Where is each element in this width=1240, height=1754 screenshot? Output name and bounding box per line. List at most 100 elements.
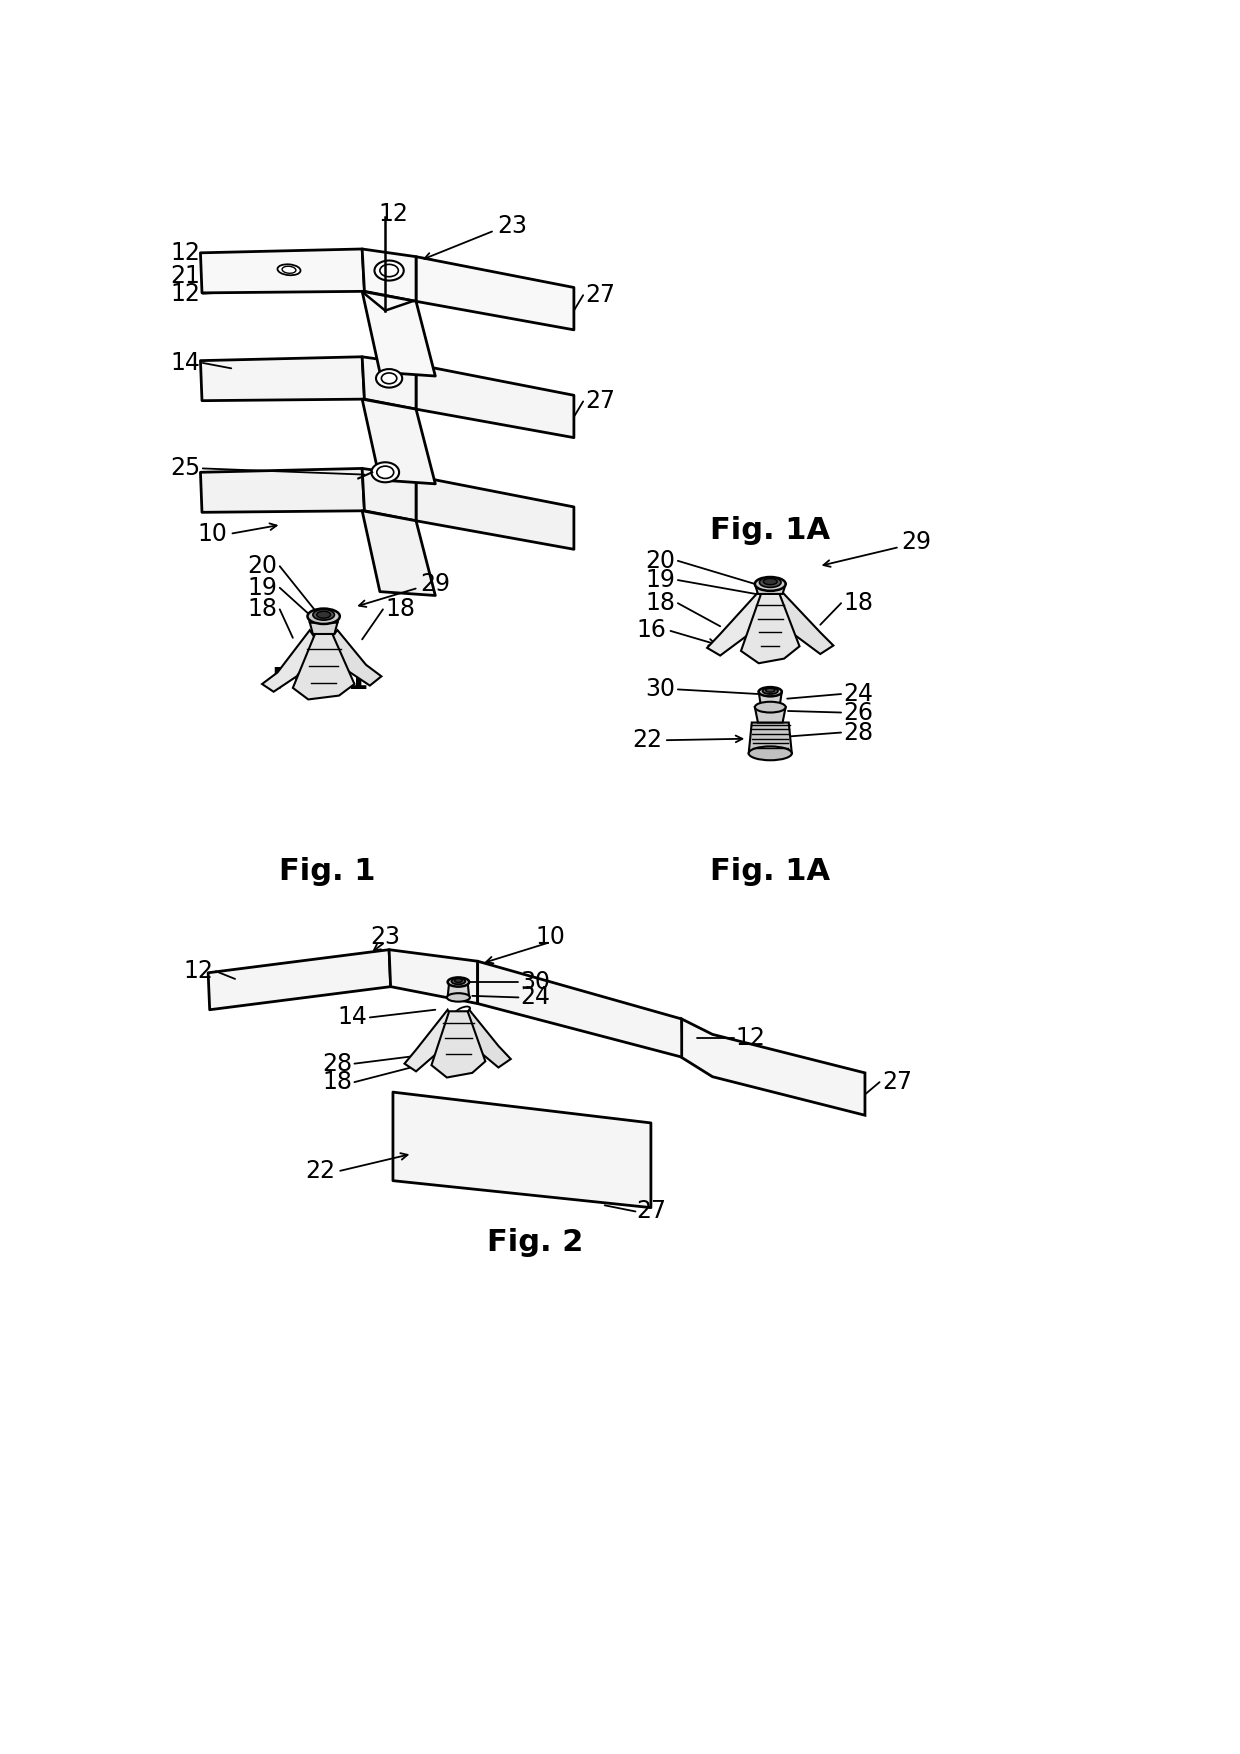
Text: 22: 22 xyxy=(305,1159,335,1184)
Polygon shape xyxy=(417,365,574,438)
Ellipse shape xyxy=(446,993,470,1002)
Polygon shape xyxy=(389,949,477,1003)
Polygon shape xyxy=(362,291,435,375)
Text: 27: 27 xyxy=(585,282,615,307)
Ellipse shape xyxy=(448,977,469,988)
Text: 18: 18 xyxy=(322,1070,352,1094)
Polygon shape xyxy=(262,630,320,691)
Text: 12: 12 xyxy=(735,1026,765,1051)
Text: 10: 10 xyxy=(197,523,227,545)
Text: 21: 21 xyxy=(171,263,201,288)
Ellipse shape xyxy=(759,577,781,588)
Polygon shape xyxy=(417,256,574,330)
Text: 27: 27 xyxy=(636,1200,666,1224)
Text: 26: 26 xyxy=(843,700,873,724)
Text: 18: 18 xyxy=(248,598,278,621)
Text: 20: 20 xyxy=(248,554,278,579)
Text: 18: 18 xyxy=(646,591,676,616)
Ellipse shape xyxy=(451,979,465,984)
Ellipse shape xyxy=(278,265,300,275)
Polygon shape xyxy=(404,1010,455,1072)
Polygon shape xyxy=(201,356,365,400)
Text: 12: 12 xyxy=(184,959,213,984)
Text: Fig. 1: Fig. 1 xyxy=(272,667,368,695)
Text: 18: 18 xyxy=(386,598,415,621)
Polygon shape xyxy=(393,1093,651,1209)
Ellipse shape xyxy=(455,979,463,982)
Polygon shape xyxy=(448,982,469,998)
Ellipse shape xyxy=(379,265,398,277)
Text: 30: 30 xyxy=(646,677,676,702)
Polygon shape xyxy=(742,595,800,663)
Text: 23: 23 xyxy=(497,214,527,239)
Polygon shape xyxy=(417,475,574,549)
Text: 24: 24 xyxy=(520,986,551,1009)
Polygon shape xyxy=(774,591,833,654)
Text: 12: 12 xyxy=(378,202,408,226)
Text: 20: 20 xyxy=(646,549,676,574)
Polygon shape xyxy=(755,584,786,595)
Polygon shape xyxy=(309,616,339,623)
Polygon shape xyxy=(682,1019,866,1116)
Ellipse shape xyxy=(765,688,775,693)
Text: 28: 28 xyxy=(322,1052,352,1075)
Text: Fig. 1A: Fig. 1A xyxy=(711,516,831,544)
Text: 10: 10 xyxy=(536,924,565,949)
Text: Fig. 2: Fig. 2 xyxy=(487,1228,584,1258)
Polygon shape xyxy=(362,468,417,521)
Polygon shape xyxy=(759,691,781,707)
Ellipse shape xyxy=(454,1007,470,1016)
Ellipse shape xyxy=(764,579,777,584)
Polygon shape xyxy=(477,961,683,1058)
Ellipse shape xyxy=(308,609,340,624)
Ellipse shape xyxy=(316,610,331,617)
Text: 16: 16 xyxy=(636,617,666,642)
Polygon shape xyxy=(293,631,355,700)
Ellipse shape xyxy=(281,267,296,274)
Ellipse shape xyxy=(755,577,786,591)
Polygon shape xyxy=(707,591,766,656)
Text: 19: 19 xyxy=(248,575,278,600)
Ellipse shape xyxy=(759,688,781,696)
Polygon shape xyxy=(362,249,417,302)
Text: 25: 25 xyxy=(170,456,201,481)
Text: Fig. 1A: Fig. 1A xyxy=(711,856,831,886)
Text: 29: 29 xyxy=(420,572,450,596)
Text: 29: 29 xyxy=(901,530,931,554)
Polygon shape xyxy=(755,707,786,723)
Ellipse shape xyxy=(312,609,335,621)
Text: 30: 30 xyxy=(520,970,551,995)
Ellipse shape xyxy=(376,368,402,388)
Polygon shape xyxy=(201,249,365,293)
Ellipse shape xyxy=(372,463,399,482)
Ellipse shape xyxy=(377,467,394,479)
Ellipse shape xyxy=(374,261,404,281)
Text: 14: 14 xyxy=(337,1005,367,1030)
Polygon shape xyxy=(749,723,792,752)
Text: 24: 24 xyxy=(843,682,873,707)
Text: 28: 28 xyxy=(843,721,873,744)
Text: 22: 22 xyxy=(632,728,662,752)
Text: 18: 18 xyxy=(843,591,873,616)
Text: 27: 27 xyxy=(585,389,615,414)
Polygon shape xyxy=(362,356,417,409)
Text: 19: 19 xyxy=(646,568,676,593)
Ellipse shape xyxy=(749,747,792,759)
Polygon shape xyxy=(310,623,337,633)
Polygon shape xyxy=(201,468,365,512)
Polygon shape xyxy=(362,510,435,595)
Polygon shape xyxy=(208,949,391,1010)
Polygon shape xyxy=(432,1012,485,1077)
Text: Fig. 1: Fig. 1 xyxy=(279,856,376,886)
Text: 12: 12 xyxy=(171,240,201,265)
Ellipse shape xyxy=(755,702,786,712)
Text: 23: 23 xyxy=(371,924,401,949)
Polygon shape xyxy=(463,1010,511,1068)
Text: 27: 27 xyxy=(882,1070,911,1094)
Polygon shape xyxy=(327,630,382,686)
Text: 12: 12 xyxy=(171,282,201,305)
Ellipse shape xyxy=(763,688,777,695)
Text: 14: 14 xyxy=(171,351,201,375)
Polygon shape xyxy=(362,400,435,484)
Ellipse shape xyxy=(382,374,397,384)
